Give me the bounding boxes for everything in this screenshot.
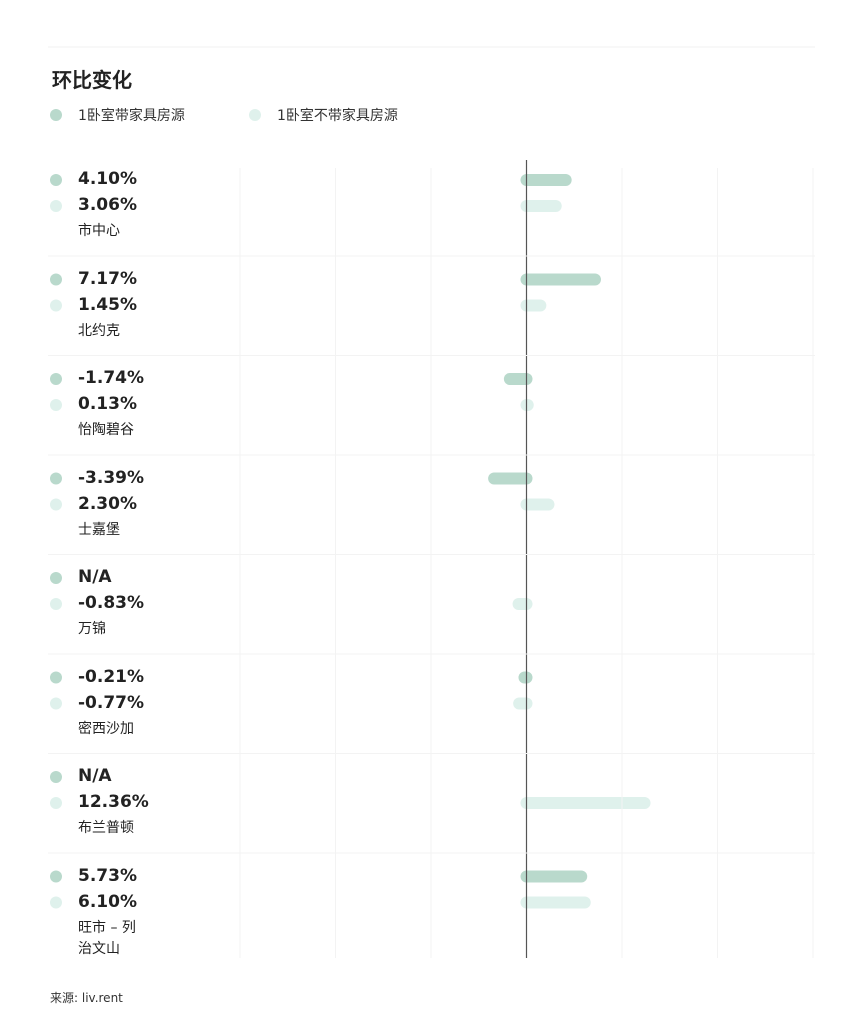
value-label: 2.30% [78, 493, 137, 514]
series-dot [50, 273, 62, 286]
value-label: -0.21% [78, 666, 145, 687]
category-label: 士嘉堡 [78, 521, 120, 538]
category-label: 万锦 [78, 621, 106, 637]
category-label: 市中心 [78, 223, 120, 239]
series-dot [50, 472, 62, 485]
value-label: -3.39% [78, 467, 145, 488]
category-label: 布兰普顿 [78, 820, 134, 836]
legend-label: 1卧室不带家具房源 [277, 108, 398, 124]
series-dot [50, 174, 62, 186]
value-label: 12.36% [78, 792, 149, 812]
value-label: 6.10% [78, 891, 137, 912]
value-label: 4.10% [78, 169, 137, 189]
series-dot [50, 373, 62, 385]
series-dot [50, 671, 62, 684]
series-dot [50, 697, 62, 710]
category-label: 密西沙加 [78, 720, 134, 737]
series-dot [50, 771, 62, 783]
value-label: 7.17% [78, 268, 137, 289]
value-label: N/A [78, 766, 112, 786]
value-label: -0.77% [78, 692, 145, 713]
category-label: 旺市 – 列治文山 [78, 919, 136, 957]
series-dot [50, 572, 62, 584]
series-dot [50, 299, 62, 312]
legend-dot [50, 109, 62, 121]
value-label: -1.74% [78, 368, 145, 388]
series-dot [50, 797, 62, 809]
chart-title: 环比变化 [52, 68, 132, 92]
value-label: N/A [78, 567, 112, 587]
series-dot [50, 200, 62, 212]
value-label: 5.73% [78, 865, 137, 886]
series-dot [50, 598, 62, 610]
value-label: -0.83% [78, 593, 145, 613]
category-label: 怡陶碧谷 [78, 422, 134, 438]
category-label: 北约克 [78, 322, 120, 339]
value-label: 3.06% [78, 195, 137, 215]
series-dot [50, 870, 62, 883]
series-dot [50, 498, 62, 511]
value-label: 1.45% [78, 294, 137, 315]
value-label: 0.13% [78, 394, 137, 414]
series-dot [50, 399, 62, 411]
series-dot [50, 896, 62, 909]
legend-label: 1卧室带家具房源 [78, 108, 185, 124]
legend-dot [249, 109, 261, 121]
source: 来源: liv.rent [50, 991, 123, 1005]
